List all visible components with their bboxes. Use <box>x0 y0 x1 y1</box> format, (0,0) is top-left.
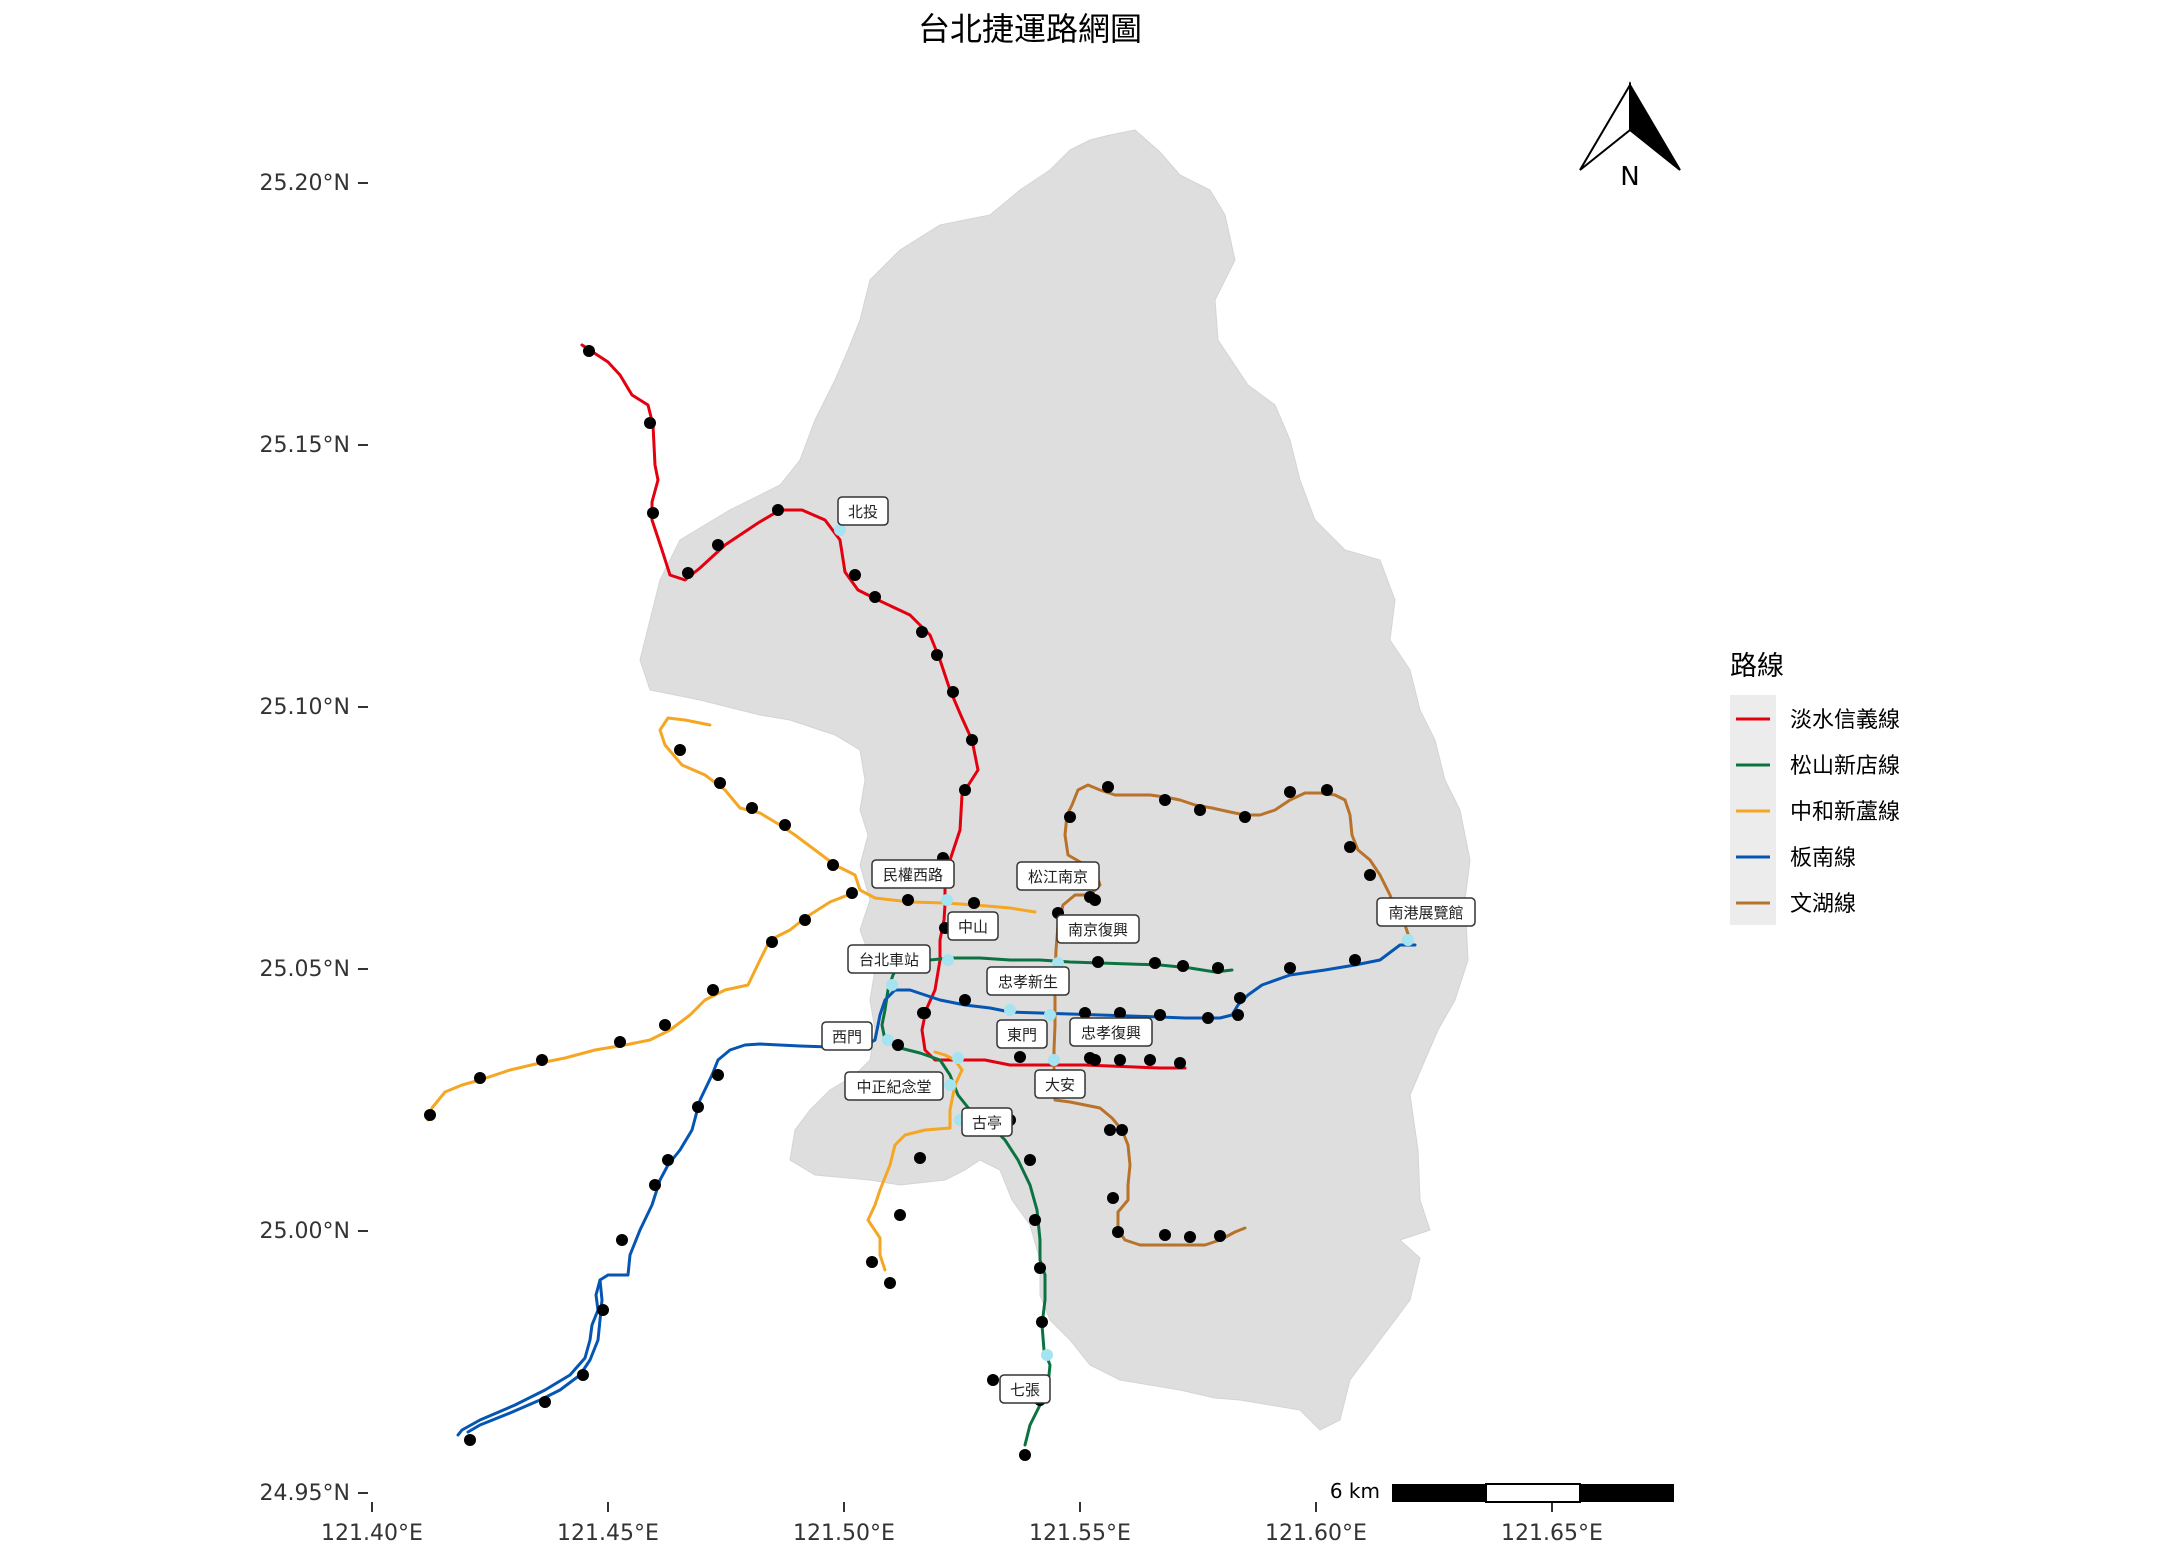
svg-text:七張: 七張 <box>1010 1381 1040 1399</box>
station-label-qizhang: 七張 <box>999 1374 1051 1404</box>
x-tick-label: 121.40°E <box>321 1521 423 1546</box>
svg-text:台北車站: 台北車站 <box>859 951 919 969</box>
scale-bar-label: 6 km <box>1330 1479 1380 1503</box>
svg-text:南京復興: 南京復興 <box>1068 921 1128 939</box>
station-label-taipei-main: 台北車站 <box>847 944 931 974</box>
svg-text:板南線: 板南線 <box>1790 846 1856 871</box>
x-tick-label: 121.65°E <box>1501 1521 1603 1546</box>
x-axis: 121.40°E 121.45°E 121.50°E 121.55°E 121.… <box>321 1502 1603 1546</box>
station-label-nanjing-fuxing: 南京復興 <box>1056 914 1140 944</box>
legend-item: 文湖線 <box>1736 892 1856 917</box>
svg-text:中正紀念堂: 中正紀念堂 <box>856 1078 931 1096</box>
y-tick-label: 25.05°N <box>260 957 350 982</box>
y-tick-label: 24.95°N <box>260 1481 350 1506</box>
svg-text:忠孝新生: 忠孝新生 <box>998 973 1058 991</box>
line-zhonghe-xinlu-south <box>866 1050 964 1272</box>
legend-item: 淡水信義線 <box>1736 708 1900 733</box>
legend-title: 路線 <box>1730 651 1784 682</box>
station-label-nangang-exhibition: 南港展覽館 <box>1376 897 1476 927</box>
y-tick-label: 25.15°N <box>260 433 350 458</box>
station-label-ximen: 西門 <box>821 1021 873 1051</box>
x-tick-label: 121.60°E <box>1265 1521 1367 1546</box>
station-label-dongmen: 東門 <box>996 1019 1048 1049</box>
map-title: 台北捷運路網圖 <box>918 10 1142 48</box>
svg-text:大安: 大安 <box>1045 1076 1075 1094</box>
north-arrow-icon: N <box>1579 81 1681 192</box>
station-dots <box>424 345 1376 1461</box>
svg-text:北投: 北投 <box>848 503 878 521</box>
svg-text:松山新店線: 松山新店線 <box>1790 754 1900 779</box>
station-label-beitou: 北投 <box>837 496 889 526</box>
svg-text:西門: 西門 <box>832 1028 862 1046</box>
legend-item: 中和新蘆線 <box>1736 800 1900 825</box>
x-tick-label: 121.55°E <box>1029 1521 1131 1546</box>
y-tick-label: 25.20°N <box>260 171 350 196</box>
legend-item: 板南線 <box>1736 846 1856 871</box>
city-area <box>639 129 1471 1431</box>
svg-text:文湖線: 文湖線 <box>1790 892 1856 917</box>
legend: 路線 淡水信義線 松山新店線 中和新蘆線 板南線 文湖線 <box>1730 651 1900 925</box>
station-label-zhongshan: 中山 <box>947 911 999 941</box>
svg-text:中和新蘆線: 中和新蘆線 <box>1790 800 1900 825</box>
svg-text:南港展覽館: 南港展覽館 <box>1388 904 1463 922</box>
station-label-daan: 大安 <box>1034 1069 1086 1099</box>
y-tick-label: 25.00°N <box>260 1219 350 1244</box>
svg-text:中山: 中山 <box>958 918 988 936</box>
svg-text:忠孝復興: 忠孝復興 <box>1081 1024 1141 1042</box>
north-arrow-label: N <box>1620 162 1639 192</box>
svg-text:東門: 東門 <box>1007 1026 1037 1044</box>
scale-bar: 6 km <box>1330 1479 1674 1503</box>
y-tick-label: 25.10°N <box>260 695 350 720</box>
svg-text:松江南京: 松江南京 <box>1028 868 1088 886</box>
x-tick-label: 121.50°E <box>793 1521 895 1546</box>
line-songshan-xindian <box>880 956 1234 1447</box>
line-bannan-branch <box>466 1278 604 1434</box>
station-label-zhongxiao-fuxing: 忠孝復興 <box>1069 1017 1153 1047</box>
station-labels: 北投 民權西路 松江南京 中山 南京復興 南港展覽館 台北車站 忠孝新生 <box>821 496 1476 1404</box>
station-label-songjiang-nanjing: 松江南京 <box>1016 861 1100 891</box>
svg-text:民權西路: 民權西路 <box>883 866 943 884</box>
station-label-zhongxiao-xinsheng: 忠孝新生 <box>986 966 1070 996</box>
station-label-cks-memorial: 中正紀念堂 <box>844 1071 944 1101</box>
station-label-minquan-w: 民權西路 <box>871 859 955 889</box>
svg-text:淡水信義線: 淡水信義線 <box>1790 708 1900 733</box>
station-label-guting: 古亭 <box>961 1107 1013 1137</box>
y-axis: 25.20°N 25.15°N 25.10°N 25.05°N 25.00°N … <box>260 171 368 1506</box>
legend-item: 松山新店線 <box>1736 754 1900 779</box>
x-tick-label: 121.45°E <box>557 1521 659 1546</box>
svg-text:古亭: 古亭 <box>972 1114 1002 1132</box>
